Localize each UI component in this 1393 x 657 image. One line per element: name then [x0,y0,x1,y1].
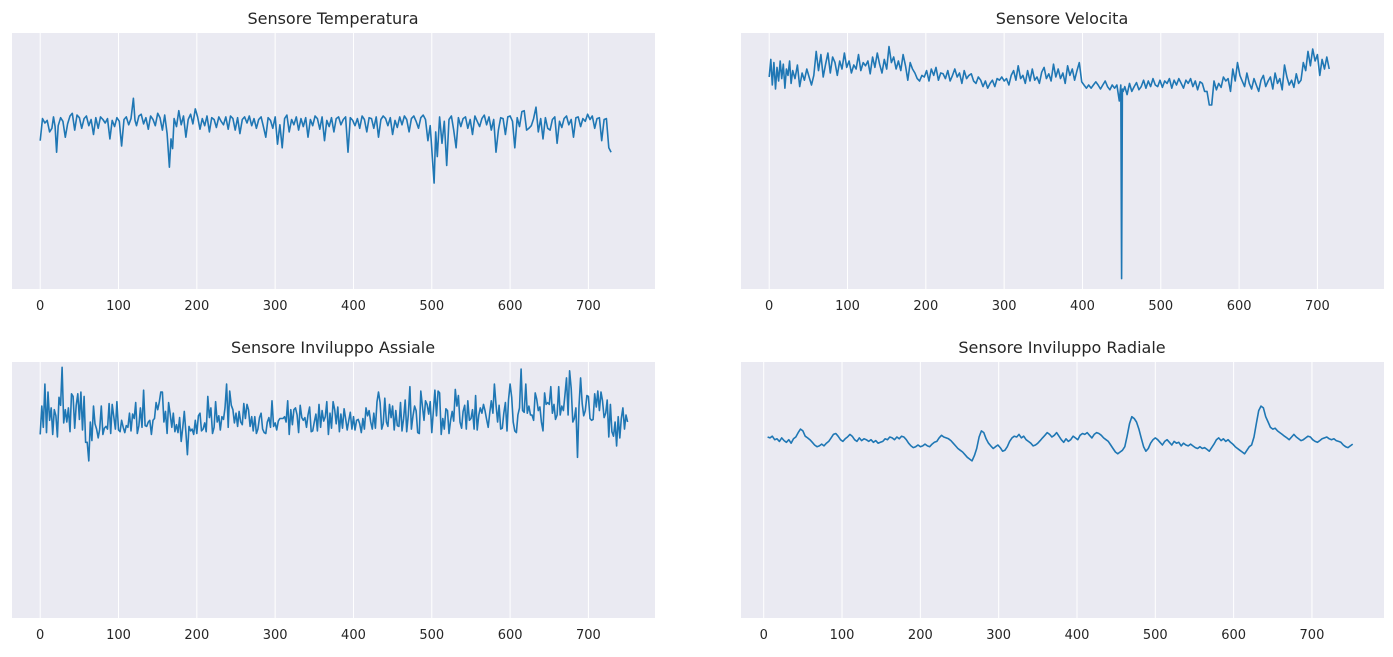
axial-envelope-x-tick-label: 300 [263,628,288,643]
axial-envelope-x-tick-label: 700 [576,628,601,643]
temperature-chart-title: Sensore Temperatura [247,9,418,28]
temperature-x-tick-label: 500 [419,299,444,314]
axial-envelope-x-tick-label: 400 [341,628,366,643]
temperature-x-tick-label: 700 [576,299,601,314]
velocity-chart-title: Sensore Velocita [996,9,1129,28]
axial-envelope-x-tick-label: 200 [184,628,209,643]
velocity-x-tick-label: 300 [992,299,1017,314]
temperature-x-tick-label: 200 [184,299,209,314]
radial-envelope-series-line [767,405,1354,462]
temperature-x-tick-label: 300 [263,299,288,314]
velocity-series-line [768,45,1330,280]
radial-envelope-x-tick-label: 700 [1300,628,1325,643]
radial-envelope-plot-area [741,362,1384,618]
temperature-chart-panel: 0 100 200 300 400 500 600 700 Sensore Temperatur… [12,9,655,314]
velocity-x-tick-label: 200 [913,299,938,314]
temperature-plot-area [12,33,655,289]
axial-envelope-x-tick-label: 500 [419,628,444,643]
radial-envelope-x-tick-label: 100 [830,628,855,643]
velocity-x-tick-label: 400 [1070,299,1095,314]
velocity-x-tick-label: 0 [765,299,773,314]
axial-envelope-chart-panel: 0 100 200 300 400 500 600 700 Sensore Inviluppo … [12,338,655,643]
axial-envelope-x-tick-label: 600 [498,628,523,643]
axial-envelope-x-tick-label: 0 [36,628,44,643]
temperature-x-tick-label: 0 [36,299,44,314]
temperature-x-tick-label: 600 [498,299,523,314]
radial-envelope-x-tick-label: 600 [1221,628,1246,643]
axial-envelope-chart-title: Sensore Inviluppo Assiale [231,338,435,357]
axial-envelope-series-line [39,366,629,462]
temperature-series-line [39,97,612,184]
velocity-x-tick-label: 500 [1148,299,1173,314]
velocity-x-tick-label: 100 [835,299,860,314]
temperature-x-tick-label: 100 [106,299,131,314]
radial-envelope-x-tick-label: 300 [986,628,1011,643]
velocity-x-tick-label: 700 [1305,299,1330,314]
radial-envelope-chart-title: Sensore Inviluppo Radiale [958,338,1165,357]
radial-envelope-x-tick-label: 0 [760,628,768,643]
axial-envelope-x-tick-label: 100 [106,628,131,643]
velocity-chart-panel: 0 100 200 300 400 500 600 700 Sensore Velocita [741,9,1384,314]
radial-envelope-chart-panel: 0 100 200 300 400 500 600 700 Sensore Inviluppo … [741,338,1384,643]
radial-envelope-x-tick-label: 500 [1143,628,1168,643]
temperature-x-tick-label: 400 [341,299,366,314]
radial-envelope-x-tick-label: 400 [1065,628,1090,643]
radial-envelope-x-tick-label: 200 [908,628,933,643]
velocity-x-tick-label: 600 [1227,299,1252,314]
